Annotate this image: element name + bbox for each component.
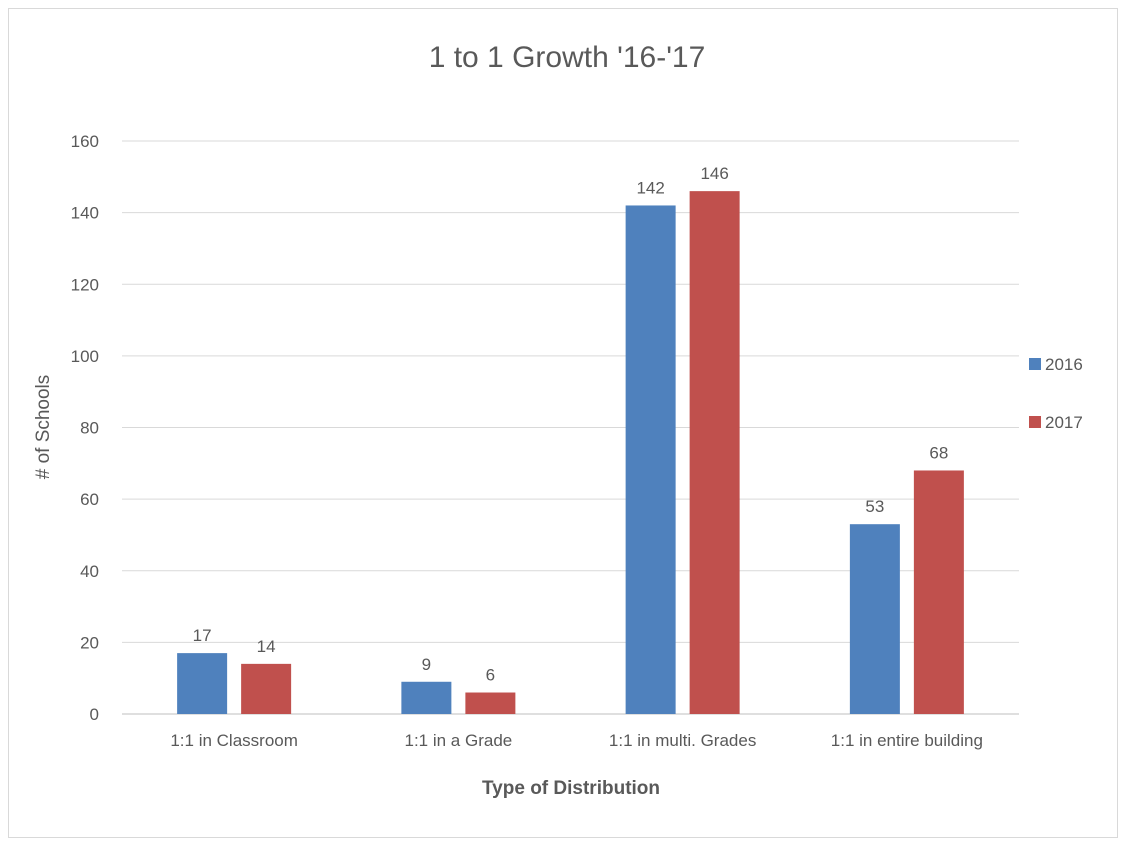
legend-swatch-2016 — [1029, 358, 1041, 370]
bar-2016 — [401, 681, 452, 714]
bar-2017 — [913, 470, 964, 714]
bar-2017 — [689, 191, 740, 714]
legend-swatch-2017 — [1029, 416, 1041, 428]
data-label: 6 — [486, 666, 495, 685]
x-tick-label: 1:1 in multi. Grades — [609, 731, 756, 750]
x-tick-label: 1:1 in entire building — [831, 731, 983, 750]
data-label: 142 — [636, 178, 664, 197]
legend-label-2017: 2017 — [1045, 413, 1083, 432]
y-tick-label: 120 — [71, 275, 99, 294]
bars — [177, 191, 964, 714]
data-label: 14 — [257, 637, 276, 656]
y-tick-label: 0 — [90, 705, 99, 724]
data-label: 53 — [865, 497, 884, 516]
y-tick-label: 160 — [71, 132, 99, 151]
data-label: 9 — [422, 655, 431, 674]
bar-chart: 1 to 1 Growth '16-'17 020406080100120140… — [33, 41, 1083, 799]
x-tick-label: 1:1 in a Grade — [405, 731, 513, 750]
y-tick-label: 20 — [80, 633, 99, 652]
bar-2016 — [625, 205, 676, 714]
y-tick-label: 80 — [80, 419, 99, 438]
y-axis-title: # of Schools — [33, 375, 54, 480]
gridlines — [122, 140, 1019, 715]
x-tick-label: 1:1 in Classroom — [170, 731, 298, 750]
data-label: 68 — [929, 443, 948, 462]
bar-2017 — [241, 663, 292, 714]
x-axis-title: Type of Distribution — [482, 778, 660, 799]
bar-2017 — [465, 692, 516, 714]
data-label: 17 — [193, 626, 212, 645]
bar-2016 — [849, 524, 900, 714]
legend-label-2016: 2016 — [1045, 355, 1083, 374]
data-labels: 17 14 9 6 142 146 53 68 — [193, 164, 949, 684]
x-axis-ticks: 1:1 in Classroom 1:1 in a Grade 1:1 in mul… — [170, 731, 983, 750]
bar-2016 — [177, 653, 228, 714]
y-tick-label: 100 — [71, 347, 99, 366]
data-label: 146 — [700, 164, 728, 183]
y-tick-label: 140 — [71, 204, 99, 223]
chart-frame: 1 to 1 Growth '16-'17 0 20 40 60 80 100 120 140… — [8, 8, 1118, 838]
legend: 2016 2017 — [1029, 355, 1083, 432]
y-axis-ticks: 0 20 40 60 80 100 120 140 160 — [71, 132, 99, 724]
chart-title: 1 to 1 Growth '16-'17 — [429, 41, 706, 74]
y-tick-label: 40 — [80, 562, 99, 581]
y-tick-label: 60 — [80, 490, 99, 509]
